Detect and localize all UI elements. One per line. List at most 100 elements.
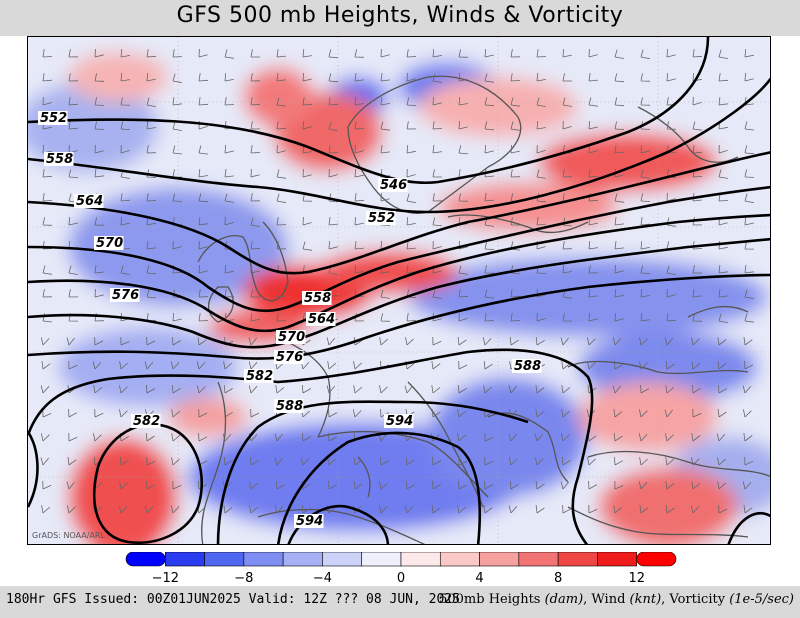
colorbar-tick-label: −12	[152, 571, 179, 584]
footer-wind-label: , Wind	[583, 592, 630, 607]
wind-barb	[250, 49, 260, 58]
wind-barb	[328, 145, 339, 154]
wind-barb	[432, 456, 441, 466]
contour-label: 558	[44, 152, 74, 167]
wind-barb	[250, 145, 261, 154]
wind-barb	[718, 384, 727, 394]
wind-barb	[508, 385, 518, 394]
contour-label: 570	[276, 330, 306, 345]
contour-label-bg	[378, 178, 408, 192]
vorticity-map: 5465525525585585645645705705765765825825…	[28, 37, 770, 544]
wind-barb	[276, 144, 286, 154]
wind-barb	[614, 217, 624, 226]
wind-barb	[640, 169, 650, 179]
wind-barb	[484, 289, 494, 299]
wind-barb	[458, 120, 468, 130]
wind-barb	[172, 97, 182, 106]
wind-barb	[119, 385, 128, 394]
wind-barb	[146, 289, 156, 299]
wind-barb	[744, 265, 754, 274]
wind-barb	[560, 481, 570, 490]
wind-barb	[223, 385, 233, 394]
wind-barb	[665, 433, 674, 442]
wind-barb	[432, 169, 442, 178]
wind-barb	[614, 289, 624, 298]
wind-barb	[561, 457, 571, 466]
wind-barb	[640, 217, 651, 226]
wind-barb	[690, 505, 700, 514]
colorbar-tick-label: 12	[628, 571, 645, 584]
wind-barb	[614, 121, 625, 130]
wind-barb	[42, 49, 53, 58]
wind-barb	[614, 145, 625, 154]
contour-label: 546	[378, 178, 408, 193]
wind-barb	[328, 408, 338, 418]
wind-barb	[458, 360, 468, 370]
contour-label-bg	[366, 211, 396, 225]
wind-barb	[41, 505, 51, 514]
wind-barb	[276, 289, 286, 298]
wind-barb	[68, 432, 78, 442]
wind-barb	[146, 217, 156, 226]
wind-barb	[638, 433, 648, 442]
wind-barb	[510, 49, 521, 58]
wind-barb	[144, 361, 154, 370]
wind-barb	[68, 49, 79, 58]
wind-barb	[588, 120, 598, 130]
wind-barb	[250, 193, 261, 202]
wind-barb	[744, 49, 754, 58]
wind-barb	[120, 49, 130, 58]
wind-barb	[458, 145, 469, 155]
wind-barb	[562, 97, 572, 107]
wind-barb	[614, 241, 624, 250]
colorbar-segment	[125, 552, 166, 567]
wind-barb	[172, 145, 182, 155]
wind-barb	[432, 73, 442, 83]
wind-barb	[94, 217, 105, 226]
wind-barb	[354, 73, 364, 82]
wind-barb	[691, 361, 701, 370]
wind-barb	[535, 409, 545, 418]
wind-barb	[432, 121, 443, 130]
wind-barb	[302, 49, 312, 58]
contour-label-bg	[276, 330, 306, 344]
footer-wind-unit: (knt)	[629, 592, 662, 607]
wind-barb	[640, 384, 650, 394]
wind-barb	[664, 337, 674, 346]
contour-label-text: 546	[380, 178, 407, 193]
wind-barb	[510, 289, 521, 298]
wind-barb	[41, 433, 50, 442]
wind-barb	[379, 481, 388, 490]
wind-barb	[588, 480, 598, 490]
wind-barb	[484, 456, 494, 466]
wind-barb	[354, 97, 364, 106]
wind-barb	[458, 312, 468, 322]
wind-barb	[406, 49, 417, 58]
wind-barb	[743, 409, 752, 418]
wind-barb	[42, 96, 52, 106]
wind-barb	[94, 73, 105, 82]
wind-barb	[406, 97, 417, 106]
wind-barb	[639, 505, 649, 514]
footer-vorticity-label: , Vorticity	[661, 592, 730, 607]
wind-barb	[717, 457, 726, 466]
wind-barb	[352, 409, 362, 418]
wind-barb	[249, 457, 259, 466]
wind-barb	[250, 289, 260, 298]
contour-label: 552	[38, 111, 68, 126]
wind-barb	[483, 505, 493, 514]
wind-barb	[119, 481, 128, 490]
wind-barb	[224, 49, 234, 59]
wind-barb	[588, 97, 598, 107]
wind-barb	[275, 481, 285, 490]
wind-barb	[146, 193, 157, 202]
wind-barb	[146, 49, 157, 58]
wind-barb	[718, 289, 728, 298]
wind-barb	[68, 121, 79, 130]
wind-barb	[145, 433, 155, 442]
wind-barb	[692, 49, 703, 58]
colorbar-segment	[322, 552, 363, 567]
wind-barb	[431, 361, 441, 370]
wind-barb	[172, 336, 181, 346]
wind-barb	[692, 289, 702, 298]
